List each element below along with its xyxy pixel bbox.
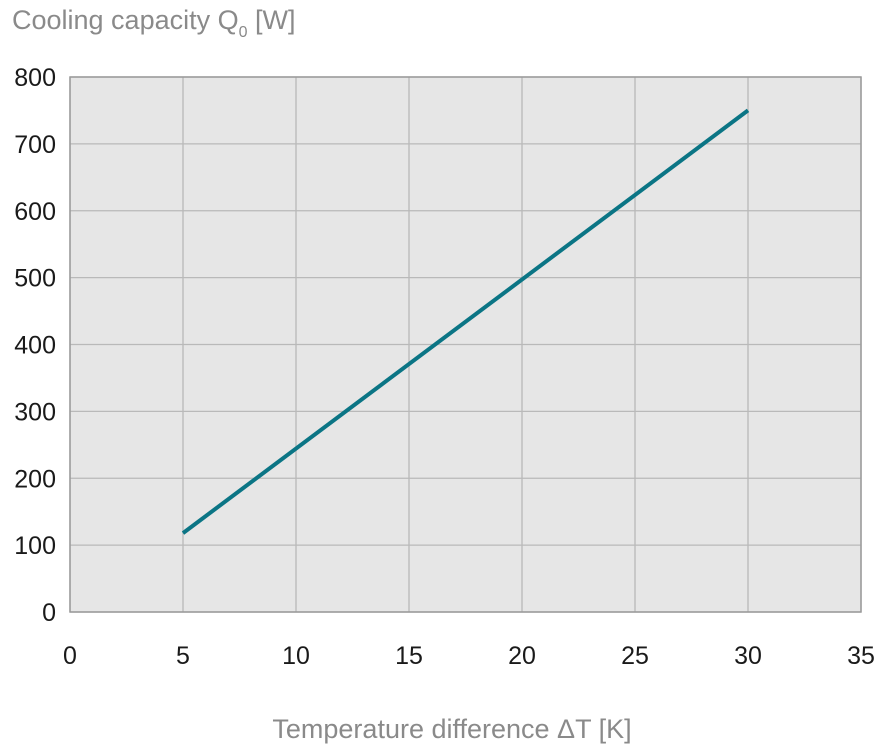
chart-title-prefix: Cooling capacity Q [12,5,239,35]
x-tick-label: 15 [395,642,423,670]
y-tick-labels: 0 100 200 300 400 500 600 700 800 [14,64,56,627]
series-line-cooling-capacity [181,108,750,535]
series-lines [181,108,750,535]
plot-frame [69,76,862,613]
x-axis-label: Temperature difference ΔT [K] [272,714,631,744]
x-tick-label: 0 [63,642,77,670]
x-tick-label: 30 [734,642,762,670]
y-tick-label: 500 [14,265,56,293]
y-tick-label: 400 [14,332,56,360]
chart-title-suffix: [W] [248,5,296,35]
y-tick-label: 600 [14,198,56,226]
y-tick-label: 100 [14,532,56,560]
chart-title: Cooling capacity Q0 [W] [12,5,296,41]
y-tick-label: 700 [14,131,56,159]
y-tick-label: 200 [14,465,56,493]
x-tick-labels: 0 5 10 15 20 25 30 35 [63,642,875,670]
x-tick-label: 10 [282,642,310,670]
chart-title-subscript: 0 [239,24,248,41]
x-tick-label: 35 [847,642,875,670]
y-tick-label: 300 [14,398,56,426]
y-tick-label: 800 [14,64,56,92]
x-tick-label: 25 [621,642,649,670]
x-tick-label: 5 [176,642,190,670]
y-tick-label: 0 [42,599,56,627]
x-tick-label: 20 [508,642,536,670]
